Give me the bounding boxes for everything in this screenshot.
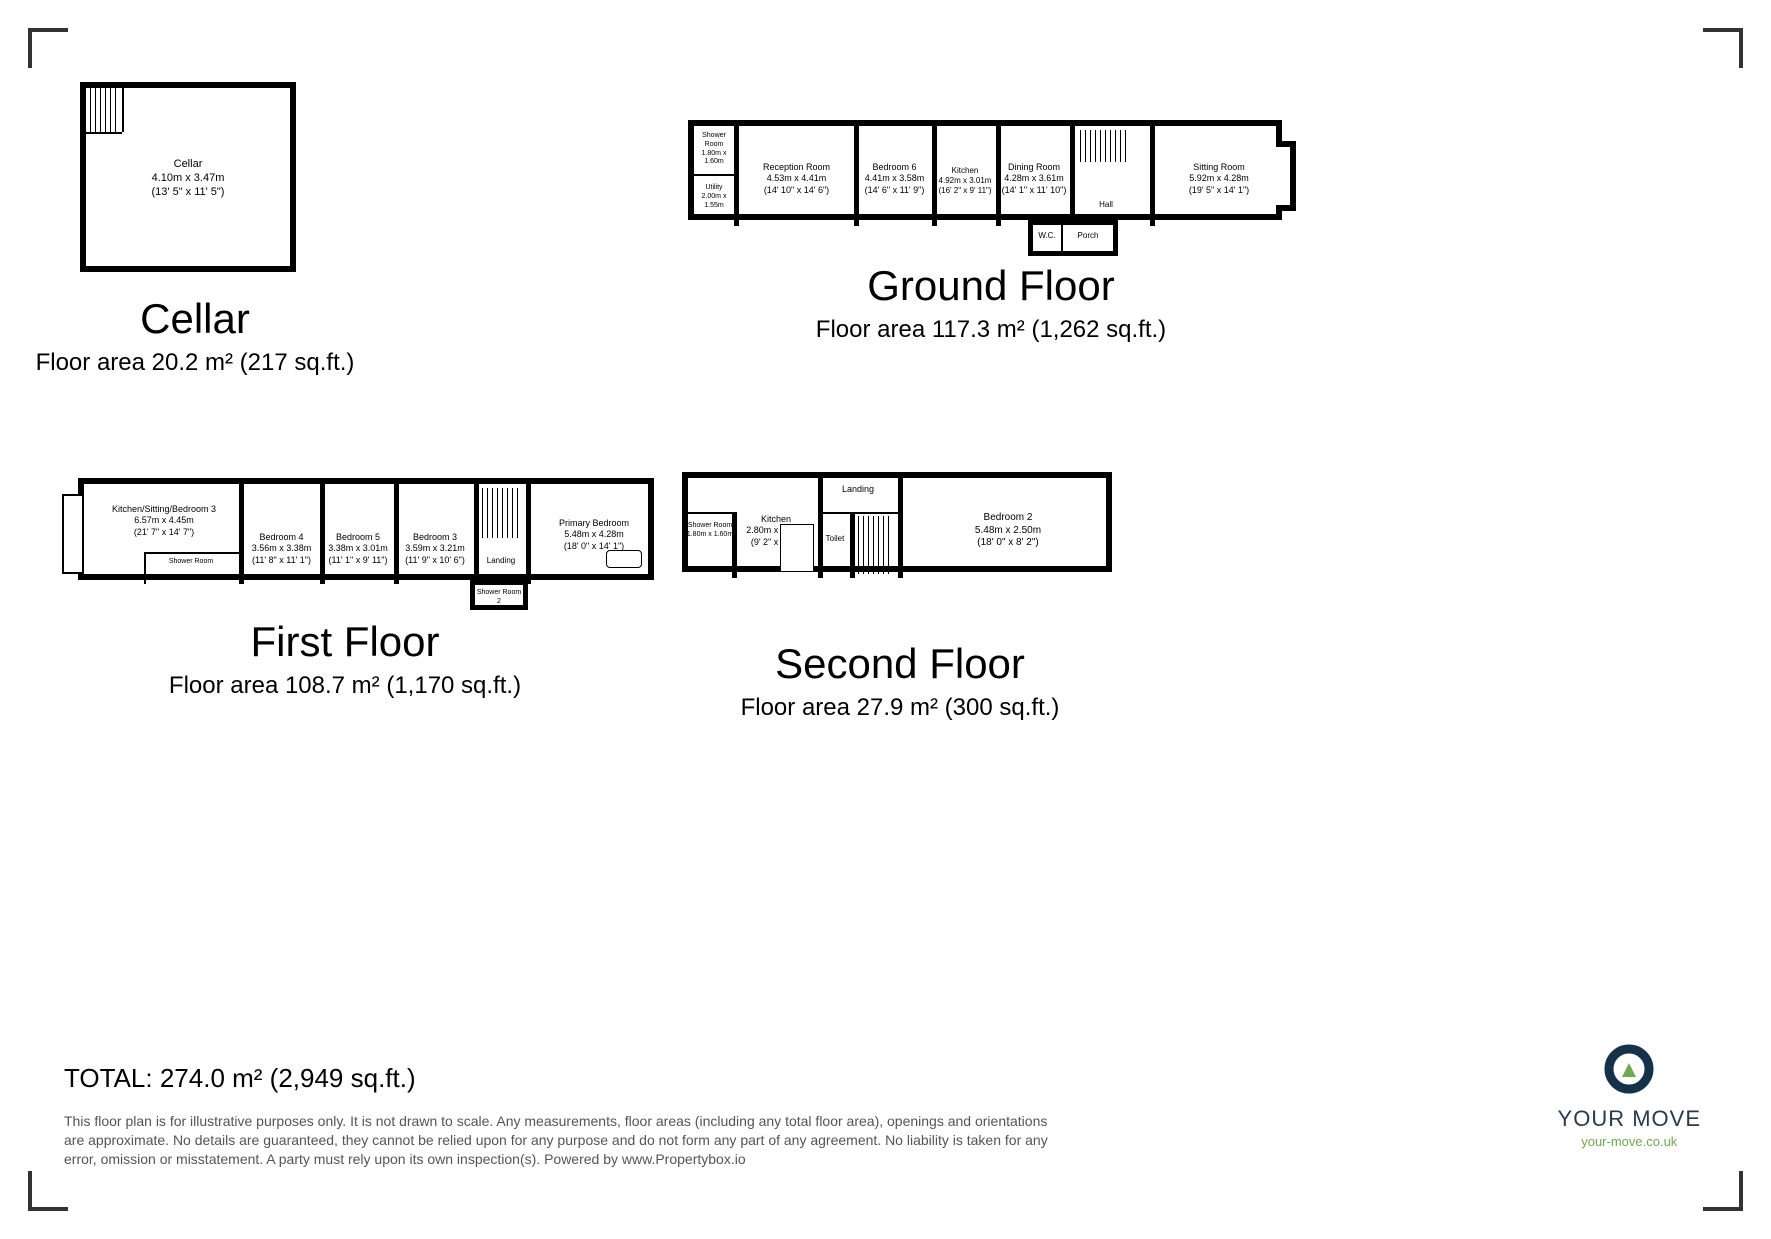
porch-box: W.C. Porch bbox=[1028, 220, 1118, 256]
total-area: TOTAL: 274.0 m² (2,949 sq.ft.) bbox=[64, 1063, 1064, 1094]
bath bbox=[606, 550, 642, 568]
floor-title: Cellar bbox=[30, 295, 360, 343]
floor-second: Shower Room 1.80m x 1.60m Kitchen 2.80m … bbox=[682, 472, 1122, 572]
floor-title: Ground Floor bbox=[688, 262, 1294, 310]
room-bed5: Bedroom 5 3.38m x 3.01m (11' 1" x 9' 11"… bbox=[324, 532, 392, 566]
shower-ext: Shower Room 2 bbox=[470, 580, 528, 610]
plan-first: Kitchen/Sitting/Bedroom 3 6.57m x 4.45m … bbox=[78, 478, 654, 580]
title-second: Second Floor Floor area 27.9 m² (300 sq.… bbox=[660, 640, 1140, 722]
room-porch: Porch bbox=[1063, 231, 1113, 241]
room-shower-ground: Shower Room 1.80m x 1.60m bbox=[692, 132, 736, 167]
floor-area: Floor area 117.3 m² (1,262 sq.ft.) bbox=[688, 316, 1294, 344]
plan-second: Shower Room 1.80m x 1.60m Kitchen 2.80m … bbox=[682, 472, 1112, 572]
floor-first: Kitchen/Sitting/Bedroom 3 6.57m x 4.45m … bbox=[78, 478, 688, 580]
room-hall: Hall bbox=[1086, 200, 1126, 210]
crop-mark-tl bbox=[28, 28, 68, 68]
floor-ground: Shower Room 1.80m x 1.60m Utility 2.00m … bbox=[688, 120, 1294, 220]
title-ground: Ground Floor Floor area 117.3 m² (1,262 … bbox=[688, 262, 1294, 344]
room-name: Cellar bbox=[86, 158, 290, 172]
room-reception: Reception Room 4.53m x 4.41m (14' 10" x … bbox=[739, 162, 854, 196]
floor-area: Floor area 108.7 m² (1,170 sq.ft.) bbox=[60, 672, 630, 700]
floor-area: Floor area 27.9 m² (300 sq.ft.) bbox=[660, 694, 1140, 722]
crop-mark-br bbox=[1703, 1171, 1743, 1211]
room-cellar: Cellar 4.10m x 3.47m (13' 5" x 11' 5") bbox=[86, 158, 290, 199]
room-wc: W.C. bbox=[1033, 231, 1061, 241]
floor-cellar: Cellar 4.10m x 3.47m (13' 5" x 11' 5") bbox=[80, 82, 380, 272]
floor-title: First Floor bbox=[60, 618, 630, 666]
room-bedroom6: Bedroom 6 4.41m x 3.58m (14' 6" x 11' 9"… bbox=[857, 162, 932, 196]
footer: TOTAL: 274.0 m² (2,949 sq.ft.) This floo… bbox=[64, 1063, 1064, 1169]
room-shower-second: Shower Room 1.80m x 1.60m bbox=[686, 522, 734, 540]
stairs-second bbox=[854, 516, 896, 574]
title-first: First Floor Floor area 108.7 m² (1,170 s… bbox=[60, 618, 630, 700]
room-shower2: Shower Room 2 bbox=[475, 589, 523, 607]
stairs-first bbox=[478, 488, 524, 538]
room-utility: Utility 2.00m x 1.55m bbox=[692, 184, 736, 210]
logo-brand: YOUR MOVE bbox=[1558, 1106, 1701, 1132]
room-toilet: Toilet bbox=[818, 534, 852, 544]
stairs-cellar bbox=[86, 88, 122, 132]
logo-icon bbox=[1603, 1043, 1655, 1095]
room-sitting: Sitting Room 5.92m x 4.28m (19' 5" x 14'… bbox=[1154, 162, 1284, 196]
room-landing-first: Landing bbox=[476, 556, 526, 566]
room-dining: Dining Room 4.28m x 3.61m (14' 1" x 11' … bbox=[999, 162, 1069, 196]
room-shower-first: Shower Room bbox=[146, 558, 236, 567]
crop-mark-tr bbox=[1703, 28, 1743, 68]
room-primary: Primary Bedroom 5.48m x 4.28m (18' 0" x … bbox=[530, 518, 658, 552]
room-landing-second: Landing bbox=[818, 484, 898, 495]
logo: YOUR MOVE your-move.co.uk bbox=[1558, 1043, 1701, 1149]
stairs-ground bbox=[1076, 130, 1136, 162]
room-dim-ft: (13' 5" x 11' 5") bbox=[86, 186, 290, 200]
crop-mark-bl bbox=[28, 1171, 68, 1211]
room-dim-m: 4.10m x 3.47m bbox=[86, 172, 290, 186]
plan-cellar: Cellar 4.10m x 3.47m (13' 5" x 11' 5") bbox=[80, 82, 296, 272]
room-kitchen-ground: Kitchen 4.92m x 3.01m (16' 2" x 9' 11") bbox=[934, 166, 996, 196]
logo-url: your-move.co.uk bbox=[1558, 1134, 1701, 1149]
plan-ground: Shower Room 1.80m x 1.60m Utility 2.00m … bbox=[688, 120, 1282, 220]
counter bbox=[780, 524, 814, 572]
floor-title: Second Floor bbox=[660, 640, 1140, 688]
floor-area: Floor area 20.2 m² (217 sq.ft.) bbox=[30, 349, 360, 377]
room-ksb3: Kitchen/Sitting/Bedroom 3 6.57m x 4.45m … bbox=[89, 504, 239, 538]
room-bed3: Bedroom 3 3.59m x 3.21m (11' 9" x 10' 6"… bbox=[398, 532, 472, 566]
disclaimer: This floor plan is for illustrative purp… bbox=[64, 1112, 1064, 1169]
room-bed4: Bedroom 4 3.56m x 3.38m (11' 8" x 11' 1"… bbox=[244, 532, 319, 566]
room-bed2: Bedroom 2 5.48m x 2.50m (18' 0" x 8' 2") bbox=[903, 512, 1113, 550]
title-cellar: Cellar Floor area 20.2 m² (217 sq.ft.) bbox=[30, 295, 360, 377]
